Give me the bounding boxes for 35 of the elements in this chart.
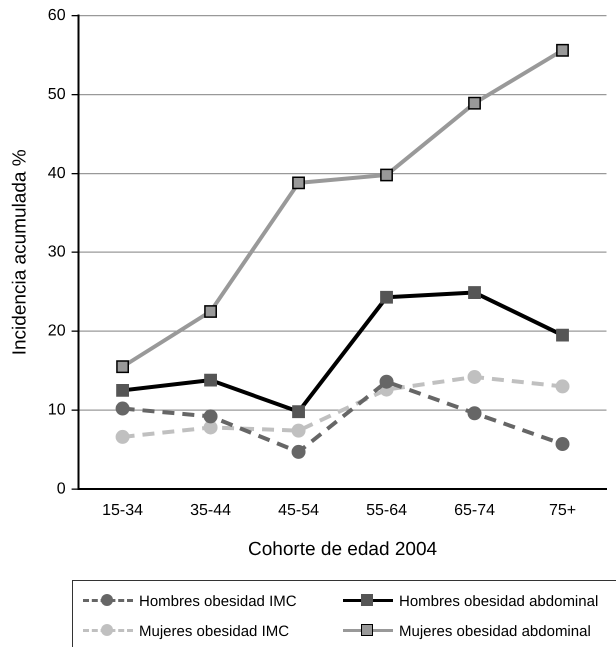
y-tick-label: 60	[48, 7, 66, 24]
legend-label: Hombres obesidad abdominal	[399, 592, 598, 610]
point	[468, 370, 482, 384]
point	[380, 374, 394, 389]
x-tick-label: 75+	[548, 502, 576, 520]
point	[116, 360, 129, 374]
point	[292, 424, 306, 438]
point	[292, 176, 305, 190]
point	[380, 168, 393, 182]
x-tick-label: 45-54	[278, 502, 320, 520]
x-tick-label: 15-34	[102, 502, 144, 520]
y-axis-title: Incidencia acumulada %	[10, 149, 31, 356]
x-axis-title: Cohorte de edad 2004	[248, 538, 438, 560]
y-tick-label: 40	[48, 164, 66, 182]
point	[204, 409, 218, 424]
point	[556, 44, 569, 57]
legend-label: Mujeres obesidad IMC	[139, 622, 290, 640]
point	[292, 444, 306, 459]
legend-label: Mujeres obesidad abdominal	[399, 622, 591, 640]
y-tick-label: 20	[48, 322, 66, 340]
y-tick-label: 10	[48, 402, 66, 419]
point	[556, 437, 570, 452]
x-tick-label: 65-74	[454, 502, 496, 520]
legend-label: Hombres obesidad IMC	[139, 592, 297, 610]
point	[116, 430, 130, 444]
y-tick-label: 30	[48, 244, 66, 261]
point	[204, 305, 217, 318]
point	[556, 379, 570, 394]
x-tick-label: 55-64	[366, 502, 408, 520]
point	[468, 96, 481, 110]
y-tick-label: 50	[48, 86, 66, 103]
point	[468, 406, 482, 420]
point	[116, 402, 130, 416]
x-tick-label: 35-44	[190, 502, 232, 520]
y-tick-label: 0	[56, 480, 66, 498]
